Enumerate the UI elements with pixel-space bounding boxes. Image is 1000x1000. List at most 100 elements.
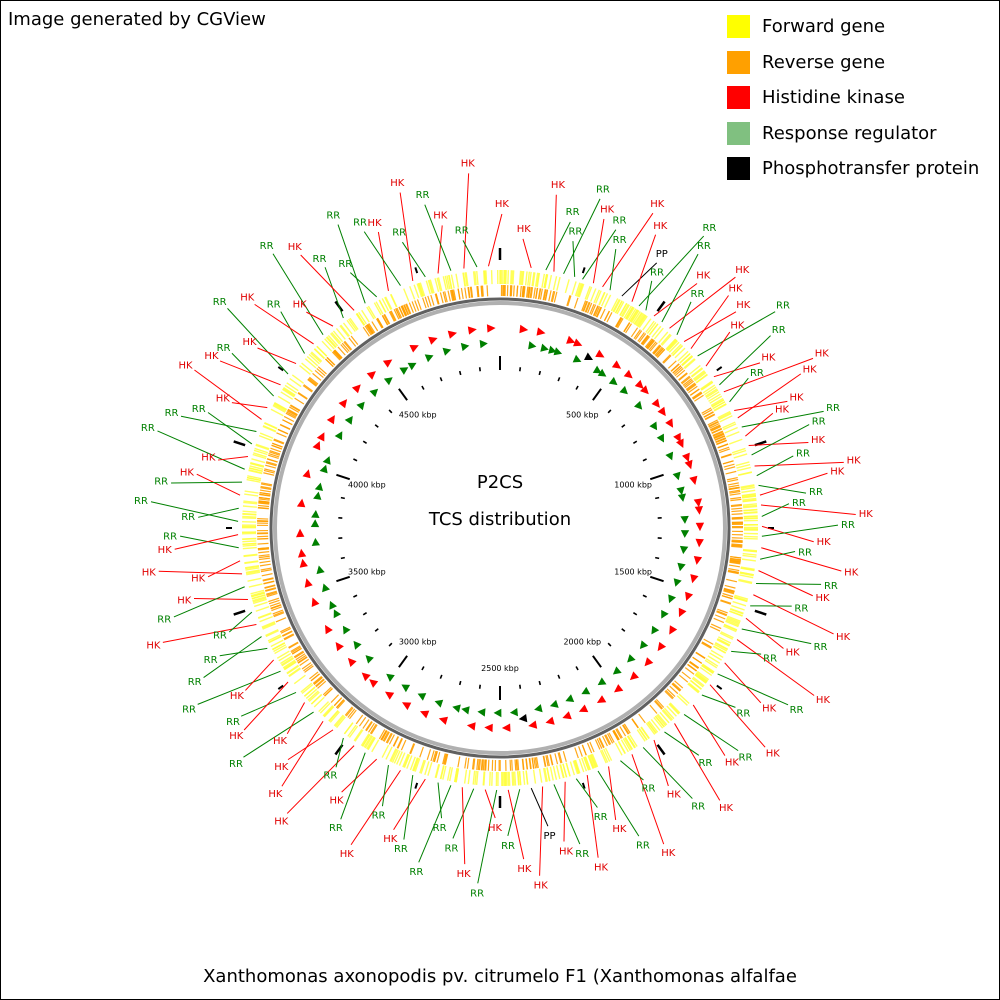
reverse-gene-mark xyxy=(400,739,407,751)
reverse-gene-mark xyxy=(260,487,272,491)
inner-ruler-tick xyxy=(388,642,393,647)
forward-gene-mark xyxy=(444,275,449,290)
reverse-gene-mark xyxy=(674,368,684,377)
reverse-gene-mark xyxy=(595,306,602,318)
callout-line xyxy=(228,611,253,633)
forward-gene-mark xyxy=(265,629,279,637)
forward-gene-mark xyxy=(360,733,370,746)
reverse-gene-mark xyxy=(701,407,712,414)
forward-gene-mark xyxy=(542,767,547,782)
forward-gene-mark xyxy=(512,270,515,285)
forward-gene-mark xyxy=(449,767,454,782)
reverse-gene-mark xyxy=(476,286,479,298)
tcs-marker-hk xyxy=(665,418,674,428)
reverse-gene-mark xyxy=(549,754,553,766)
callout-label-hk: HK xyxy=(340,849,355,860)
tcs-marker-rr xyxy=(572,354,582,363)
reverse-gene-mark xyxy=(480,759,483,771)
reverse-gene-mark xyxy=(542,755,546,767)
forward-gene-mark xyxy=(409,756,416,771)
forward-gene-mark xyxy=(419,759,425,774)
callout-label-rr: RR xyxy=(824,581,838,592)
forward-gene-mark xyxy=(623,305,632,319)
forward-gene-mark xyxy=(288,667,301,677)
callout-label-rr: RR xyxy=(763,654,777,665)
tcs-marker-rr xyxy=(668,594,676,604)
tcs-marker-hk xyxy=(669,625,678,635)
callout-line xyxy=(674,723,721,801)
forward-gene-mark xyxy=(634,312,644,325)
reverse-gene-mark xyxy=(684,667,695,675)
reverse-gene-mark xyxy=(414,300,420,311)
callout-line xyxy=(194,369,262,420)
ruler-label: 3000 kbp xyxy=(399,637,437,646)
callout-label-rr: RR xyxy=(213,631,227,642)
callout-line xyxy=(219,647,268,657)
tcs-marker-rr xyxy=(565,694,575,702)
forward-gene-mark xyxy=(263,422,278,430)
reverse-gene-mark xyxy=(681,376,691,385)
forward-gene-mark xyxy=(645,320,655,333)
tcs-marker-hk xyxy=(695,522,705,532)
callout-label-rr: RR xyxy=(841,520,855,531)
callout-label-rr: RR xyxy=(794,604,808,615)
forward-gene-mark xyxy=(653,716,664,729)
forward-gene-mark xyxy=(534,272,539,287)
callout-label-hk: HK xyxy=(177,596,192,607)
reverse-gene-mark xyxy=(266,590,277,595)
forward-gene-mark xyxy=(591,753,599,768)
reverse-gene-mark xyxy=(314,369,324,378)
callout-label-rr: RR xyxy=(444,843,458,854)
callout-line xyxy=(424,204,452,271)
callout-label-hk: HK xyxy=(488,823,503,834)
callout-label-rr: RR xyxy=(636,840,650,851)
reverse-gene-mark xyxy=(294,651,305,659)
forward-gene-mark xyxy=(273,403,287,412)
forward-gene-mark xyxy=(701,663,715,673)
reverse-gene-mark xyxy=(605,734,612,745)
reverse-gene-mark xyxy=(714,435,726,441)
callout-line xyxy=(563,198,601,275)
forward-gene-mark xyxy=(681,355,694,367)
reverse-gene-mark xyxy=(301,662,312,670)
tcs-marker-rr xyxy=(386,673,395,682)
forward-gene-mark xyxy=(299,365,311,375)
reverse-gene-mark xyxy=(613,729,620,741)
tcs-marker-hk xyxy=(351,384,361,394)
reverse-gene-mark xyxy=(366,324,374,335)
callout-line xyxy=(272,253,324,336)
reverse-gene-mark xyxy=(647,340,656,350)
callout-label-rr: RR xyxy=(736,708,750,719)
tcs-marker-hk xyxy=(536,327,546,336)
tcs-marker-hk xyxy=(578,704,589,713)
forward-gene-mark xyxy=(247,475,262,480)
reverse-gene-mark xyxy=(654,700,664,710)
forward-gene-mark xyxy=(620,739,629,753)
forward-gene-mark xyxy=(731,447,746,454)
ruler-label: 4500 kbp xyxy=(399,411,437,420)
forward-gene-mark xyxy=(527,271,531,286)
forward-gene-mark xyxy=(683,358,696,369)
callout-line xyxy=(734,400,788,412)
reverse-gene-mark xyxy=(435,293,440,305)
forward-gene-mark xyxy=(516,771,520,786)
reverse-gene-mark xyxy=(272,609,284,615)
reverse-gene-mark xyxy=(533,757,537,769)
forward-gene-mark xyxy=(741,493,756,497)
reverse-gene-mark xyxy=(730,498,742,502)
tcs-marker-hk xyxy=(519,324,529,334)
reverse-gene-mark xyxy=(583,301,589,312)
forward-gene-mark xyxy=(244,490,259,494)
reverse-gene-mark xyxy=(599,308,606,320)
forward-gene-mark xyxy=(630,310,640,323)
reverse-gene-mark xyxy=(522,758,525,770)
forward-gene-mark xyxy=(732,449,747,456)
forward-gene-mark xyxy=(627,735,636,749)
callout-label-rr: RR xyxy=(181,512,195,523)
forward-gene-mark xyxy=(735,461,750,467)
forward-gene-mark xyxy=(462,272,466,287)
tcs-marker-hk xyxy=(501,723,511,732)
forward-gene-mark xyxy=(603,294,612,308)
forward-gene-mark xyxy=(720,631,734,639)
